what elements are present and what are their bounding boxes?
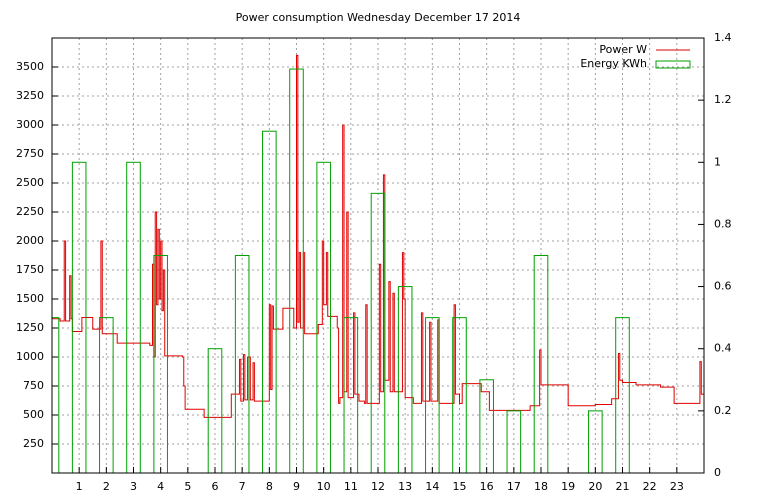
x-tick-label: 20 [588, 480, 602, 493]
y-tick-label: 250 [23, 437, 44, 450]
x-tick-label: 5 [184, 480, 191, 493]
y-tick-label: 750 [23, 379, 44, 392]
x-tick-label: 3 [130, 480, 137, 493]
y2-tick-label: 1.2 [714, 93, 732, 106]
x-tick-label: 13 [398, 480, 412, 493]
x-tick-label: 22 [643, 480, 657, 493]
x-tick-label: 18 [534, 480, 548, 493]
y2-tick-label: 0.8 [714, 217, 732, 230]
chart-title: Power consumption Wednesday December 17 … [236, 11, 521, 24]
legend-label: Power W [599, 43, 647, 56]
x-tick-label: 19 [561, 480, 575, 493]
y-tick-label: 2750 [16, 147, 44, 160]
y-tick-label: 3000 [16, 118, 44, 131]
x-tick-label: 8 [266, 480, 273, 493]
x-tick-label: 7 [239, 480, 246, 493]
y-tick-label: 2500 [16, 176, 44, 189]
y-tick-label: 2250 [16, 205, 44, 218]
x-tick-label: 15 [453, 480, 467, 493]
y2-tick-label: 0.4 [714, 342, 732, 355]
power-line [52, 54, 704, 418]
x-tick-label: 12 [371, 480, 385, 493]
x-tick-label: 11 [344, 480, 358, 493]
x-tick-label: 2 [103, 480, 110, 493]
x-tick-label: 17 [507, 480, 521, 493]
y2-tick-label: 1 [714, 155, 721, 168]
legend-swatch [655, 60, 691, 69]
x-tick-label: 16 [480, 480, 494, 493]
y2-tick-label: 1.4 [714, 31, 732, 44]
x-tick-label: 4 [157, 480, 164, 493]
y2-tick-label: 0 [714, 466, 721, 479]
x-tick-label: 23 [670, 480, 684, 493]
x-tick-label: 14 [425, 480, 439, 493]
y-tick-label: 1250 [16, 321, 44, 334]
y2-tick-label: 0.2 [714, 404, 732, 417]
x-tick-label: 21 [616, 480, 630, 493]
x-tick-label: 9 [293, 480, 300, 493]
x-tick-label: 6 [212, 480, 219, 493]
y-tick-label: 1000 [16, 350, 44, 363]
energy-bar [51, 317, 60, 474]
x-tick-label: 1 [76, 480, 83, 493]
y-tick-label: 2000 [16, 234, 44, 247]
legend-label: Energy KWh [580, 57, 647, 70]
y-tick-label: 1500 [16, 292, 44, 305]
y-tick-label: 500 [23, 408, 44, 421]
y-tick-label: 3250 [16, 89, 44, 102]
energy-bar [262, 130, 277, 474]
x-tick-label: 10 [317, 480, 331, 493]
y2-tick-label: 0.6 [714, 280, 732, 293]
y-tick-label: 1750 [16, 263, 44, 276]
y-tick-label: 3500 [16, 60, 44, 73]
plot-frame [51, 37, 705, 474]
